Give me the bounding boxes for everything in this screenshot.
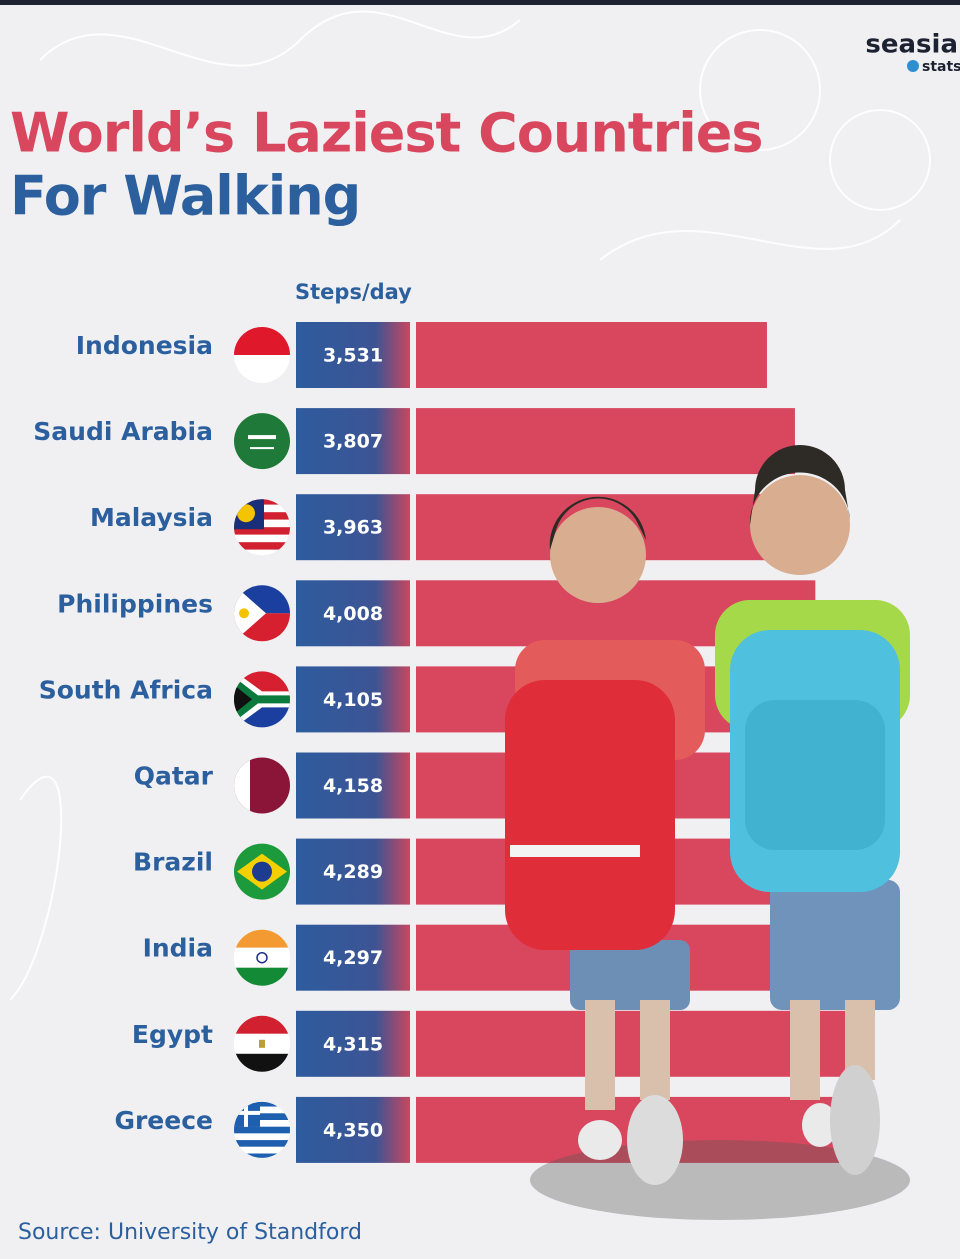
value-box	[296, 580, 410, 647]
flag	[234, 929, 290, 986]
value-box	[296, 752, 410, 819]
flag-part	[234, 757, 250, 814]
value-box	[296, 924, 410, 991]
category-label: Greece	[114, 1106, 213, 1135]
category-label: India	[143, 934, 213, 963]
flag-part	[234, 1126, 290, 1134]
flag-part	[234, 1015, 290, 1034]
flag-part	[234, 542, 290, 550]
category-label: Qatar	[134, 762, 214, 791]
flag-part	[252, 861, 272, 882]
source-note: Source: University of Standford	[18, 1220, 362, 1245]
flag-part	[234, 1146, 290, 1154]
flag-part	[234, 1053, 290, 1072]
bar	[416, 1010, 847, 1077]
category-label: Brazil	[133, 848, 213, 877]
category-label: Malaysia	[90, 503, 213, 532]
value-label: 4,158	[323, 775, 383, 797]
value-box	[296, 666, 410, 733]
flag-part	[234, 1120, 290, 1127]
photo-kids	[505, 445, 910, 1220]
bar	[416, 408, 795, 475]
top-bar	[0, 0, 960, 5]
value-label: 4,105	[323, 689, 383, 711]
flag	[234, 413, 290, 470]
flag-part	[259, 1039, 265, 1048]
value-label: 4,297	[323, 947, 383, 969]
flag-part	[234, 947, 290, 968]
value-label: 4,289	[323, 861, 383, 883]
flag-part	[239, 608, 249, 619]
brand-name: seasia	[865, 30, 958, 60]
flag	[234, 499, 290, 556]
flag-part	[256, 951, 268, 964]
flag-part	[234, 1101, 290, 1107]
flag-part	[234, 929, 290, 948]
flag-part	[234, 1153, 290, 1158]
axis-label: Steps/day	[295, 280, 412, 304]
value-box	[296, 838, 410, 905]
category-label: Saudi Arabia	[33, 417, 213, 446]
value-label: 3,531	[323, 345, 383, 367]
flag-part	[234, 1110, 260, 1115]
flag-part	[248, 435, 276, 440]
value-box	[296, 322, 410, 388]
category-label: South Africa	[39, 675, 213, 704]
value-label: 4,008	[323, 603, 383, 625]
flag-part	[234, 675, 290, 724]
flag-part	[237, 504, 255, 523]
value-box	[296, 408, 410, 475]
value-box	[296, 494, 410, 561]
flag-part	[234, 1106, 290, 1114]
category-label: Egypt	[132, 1020, 213, 1049]
value-label: 4,350	[323, 1119, 383, 1141]
bar	[416, 322, 767, 388]
flag-part	[234, 527, 290, 535]
flag-part	[234, 549, 290, 556]
flag-part	[250, 447, 274, 450]
brand-tagline: stats	[922, 59, 960, 75]
flag	[234, 1101, 290, 1158]
value-label: 3,807	[323, 431, 383, 453]
value-label: 3,963	[323, 517, 383, 539]
flag-part	[234, 1113, 290, 1120]
title-line: World’s Laziest Countries	[10, 102, 763, 165]
value-label: 4,315	[323, 1033, 383, 1055]
flag-part	[234, 1133, 290, 1141]
flag-part	[234, 1140, 290, 1147]
decor-swirls	[9, 10, 931, 1001]
flag	[234, 1015, 290, 1072]
flag-part	[234, 683, 252, 716]
brand-dot	[907, 60, 919, 72]
flag	[234, 757, 290, 814]
category-label: Philippines	[57, 589, 213, 618]
title-line: For Walking	[10, 165, 360, 228]
value-box	[296, 1010, 410, 1077]
value-box	[296, 1096, 410, 1163]
category-label: Indonesia	[76, 331, 213, 360]
flag-part	[234, 413, 290, 470]
flag	[234, 843, 290, 900]
flag-part	[234, 967, 290, 986]
flag-part	[234, 534, 290, 543]
